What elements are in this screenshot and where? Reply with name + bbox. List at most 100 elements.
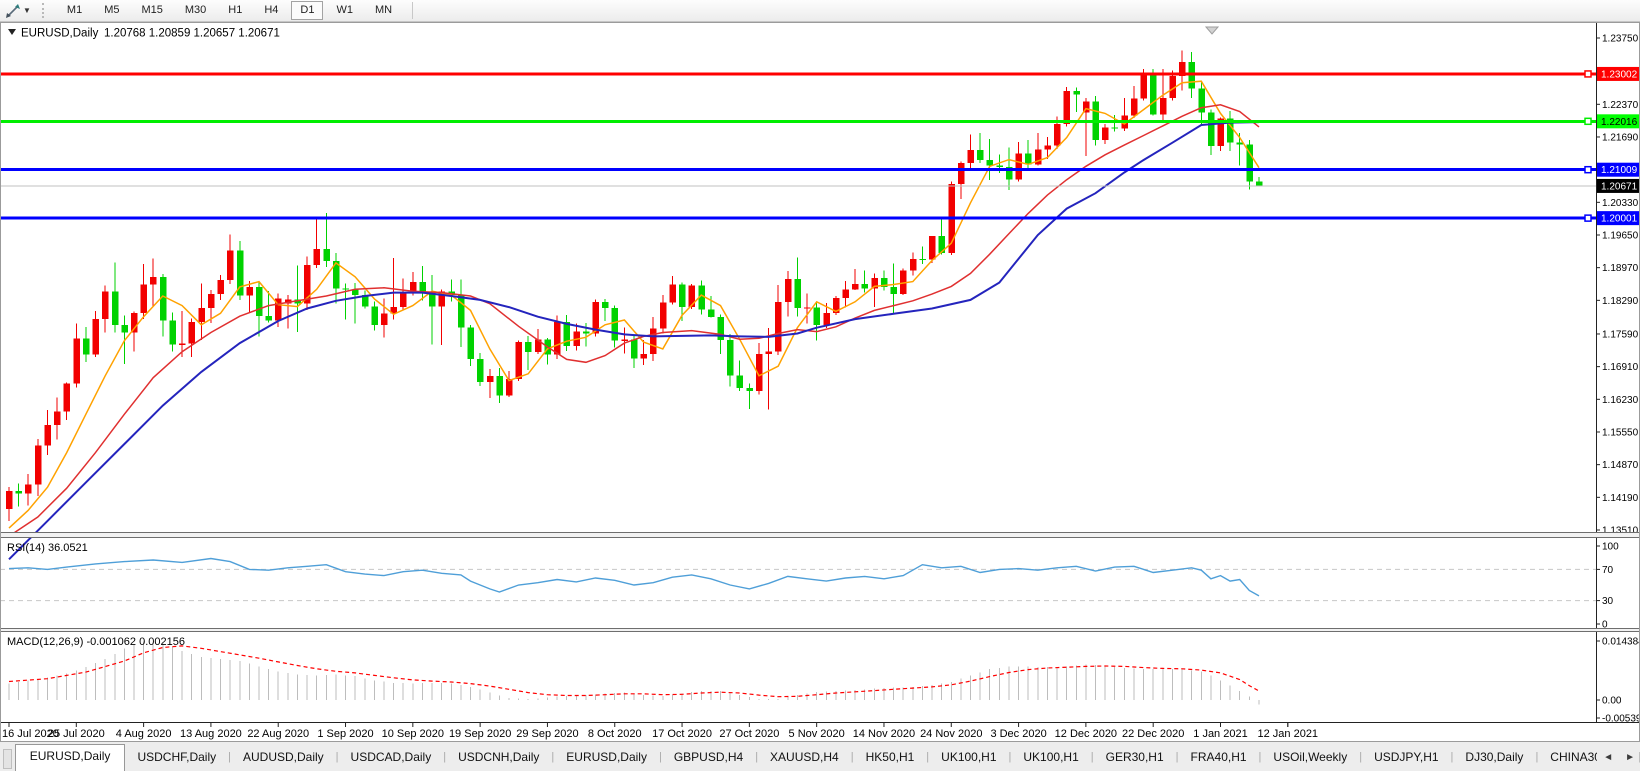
candle-body [784,279,792,302]
tabbar-grip[interactable] [3,749,12,769]
rsi-axis-label: 70 [1602,565,1614,576]
timeframe-button-m5[interactable]: M5 [104,4,120,16]
candle-body [188,321,196,344]
price-axis-label: 1.19650 [1602,230,1639,241]
candle-body [832,297,840,313]
date-axis-label: 25 Jul 2020 [48,728,105,740]
candle-body [1073,90,1080,95]
timeframe-button-m1[interactable]: M1 [66,4,83,16]
symbol-dropdown-icon[interactable] [8,29,16,35]
candle-body [390,307,398,314]
tabs-scroll-right-button[interactable]: ► [1625,752,1635,763]
hline-handle[interactable] [1584,70,1592,78]
panel-separator[interactable] [0,532,1640,538]
hline-handle[interactable] [1584,117,1592,126]
price-axis-background[interactable] [1597,22,1640,722]
timeframe-button-m15[interactable]: M15 [141,4,163,16]
chart-tab-hk50-h1[interactable]: HK50,H1 [865,750,915,764]
timeframe-button-h1[interactable]: H1 [228,4,243,16]
candle-body [621,339,628,341]
chart-tab-usdcad-daily[interactable]: USDCAD,Daily [350,750,432,764]
price-badge-1.21009: 1.21009 [1597,162,1640,177]
price-axis-label: 1.18290 [1602,296,1639,307]
hline-1.23002[interactable] [0,70,1596,78]
chart-tab-usdchf-daily[interactable]: USDCHF,Daily [137,750,217,764]
candle-body [1217,118,1224,147]
hline-1.21009[interactable] [0,165,1596,174]
timeframe-button-mn[interactable]: MN [374,4,393,16]
hline-1.22016[interactable] [0,117,1596,126]
price-axis-labels[interactable]: 1.23750 1.22370 1.21690 1.20330 1.19650 1.189… [1596,34,1639,537]
timeframe-button-d1[interactable]: D1 [291,1,324,20]
candle-body [890,286,898,295]
chart-tab-xauusd-h4[interactable]: XAUUSD,H4 [770,750,839,764]
hline-handle[interactable] [1584,165,1592,174]
price-axis-label: 1.20330 [1602,198,1639,209]
chart-tab-eurusd-daily[interactable]: EURUSD,Daily [566,750,647,764]
chart-tab-uk100-h1[interactable]: UK100,H1 [1023,750,1079,764]
chart-tab-fra40-h1[interactable]: FRA40,H1 [1190,750,1247,764]
price-axis-label: 1.16230 [1602,395,1639,406]
candle-body [1015,153,1023,180]
candle-body [919,259,926,261]
candle-body [352,289,359,296]
price-badge-1.20671: 1.20671 [1597,178,1640,193]
timeframe-button-h4[interactable]: H4 [264,4,279,16]
candle-body [44,424,51,446]
macd-axis-label: 0.014384 [1602,636,1640,647]
candle-body [159,276,167,321]
chart-tab-eurusd-daily[interactable]: EURUSD,Daily [14,744,126,771]
candle-body [255,286,263,317]
tabs-scroll-left-button[interactable]: ◄ [1603,752,1614,763]
panel-separator[interactable] [0,628,1640,632]
chart-tab-gbpusd-h4[interactable]: GBPUSD,H4 [673,750,744,764]
candle-body [265,316,273,321]
cursor-tool-icon[interactable] [4,2,22,20]
chart-tab-dj30-daily[interactable]: DJ30,Daily [1465,750,1524,764]
candle-body [332,260,340,289]
candle-body [63,383,71,412]
candle-body [130,312,138,333]
chart-tab-usdjpy-h1[interactable]: USDJPY,H1 [1374,750,1439,764]
timeframe-button-group: M1 M5 M15 M30 H1 H4 D1 W1 MN [56,1,403,20]
candle-body [1227,118,1234,143]
candle-body [852,284,859,290]
toolbar-grip[interactable] [41,3,48,18]
candle-body [1207,112,1215,147]
date-axis-label: 22 Aug 2020 [247,728,309,740]
hline-handle[interactable] [1584,214,1592,222]
ma-slow-line [8,121,1260,561]
rsi-line [8,557,1260,597]
candle-body [534,339,542,353]
price-axis-label: 1.22370 [1602,100,1639,111]
candle-body [986,160,994,166]
candle-body [736,375,744,388]
chart-tab-ger30-h1[interactable]: GER30,H1 [1105,750,1164,764]
candle-body [909,259,917,271]
price-axis-label: 1.17590 [1602,329,1639,340]
tab-scroll-arrows: ◄ ► [1597,752,1635,763]
rsi-axis-label: 30 [1602,596,1614,607]
candle-body [1111,127,1119,129]
chart-tab-uk100-h1[interactable]: UK100,H1 [941,750,997,764]
candle-body [34,445,42,485]
rsi-indicator-label: RSI(14) 36.0521 [7,542,88,554]
timeframe-button-w1[interactable]: W1 [336,4,353,16]
chart-tab-usdcnh-daily[interactable]: USDCNH,Daily [458,750,540,764]
chart-window[interactable]: 1.23750 1.22370 1.21690 1.20330 1.19650 1.189… [0,22,1640,742]
candle-body [1082,101,1090,113]
toolbar-dropdown-caret-icon[interactable]: ▼ [23,6,31,15]
chart-tab-audusd-daily[interactable]: AUDUSD,Daily [242,750,324,764]
macd-axis-label: -0.005396 [1602,714,1640,725]
candle-body [284,299,292,304]
candle-body [1255,181,1263,186]
tab-separator: | [1535,751,1539,763]
chart-shift-marker-icon[interactable] [1204,26,1220,35]
candle-body [880,278,888,287]
candle-body [486,375,494,383]
timeframe-button-m30[interactable]: M30 [184,4,207,16]
hline-1.20001[interactable] [0,214,1596,222]
chart-tab-usoil-weekly[interactable]: USOil,Weekly [1273,750,1348,764]
macd-axis-label: 0.00 [1602,696,1622,707]
